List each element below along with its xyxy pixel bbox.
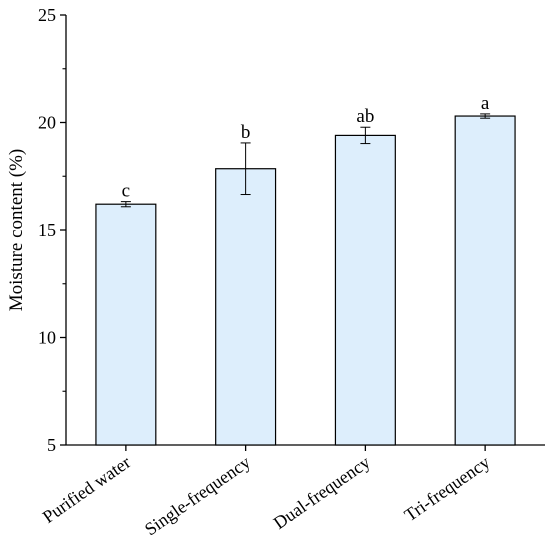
x-tick-label: Purified water <box>39 452 134 527</box>
x-tick-label: Dual-frequency <box>270 452 374 533</box>
bar <box>334 134 396 446</box>
x-tick-label: Tri-frequency <box>401 452 494 525</box>
y-ticks: 5 10 15 20 25 <box>38 5 66 455</box>
y-tick-label: 5 <box>47 435 56 455</box>
significance-label: b <box>241 122 251 143</box>
bars: c b ab a <box>95 93 516 446</box>
x-tick-label: Single-frequency <box>141 452 254 539</box>
significance-label: a <box>481 93 490 114</box>
y-tick-label: 20 <box>38 113 56 133</box>
y-tick-label: 25 <box>38 5 56 25</box>
y-tick-label: 15 <box>38 220 56 240</box>
significance-label: c <box>122 181 130 202</box>
bar <box>454 115 516 446</box>
y-tick-label: 10 <box>38 328 56 348</box>
x-ticks: Purified water Single-frequency Dual-frequ… <box>39 445 494 539</box>
bar <box>215 168 277 446</box>
bar <box>95 203 157 446</box>
y-axis-label: Moisture content (%) <box>6 149 27 312</box>
significance-label: ab <box>356 106 374 127</box>
